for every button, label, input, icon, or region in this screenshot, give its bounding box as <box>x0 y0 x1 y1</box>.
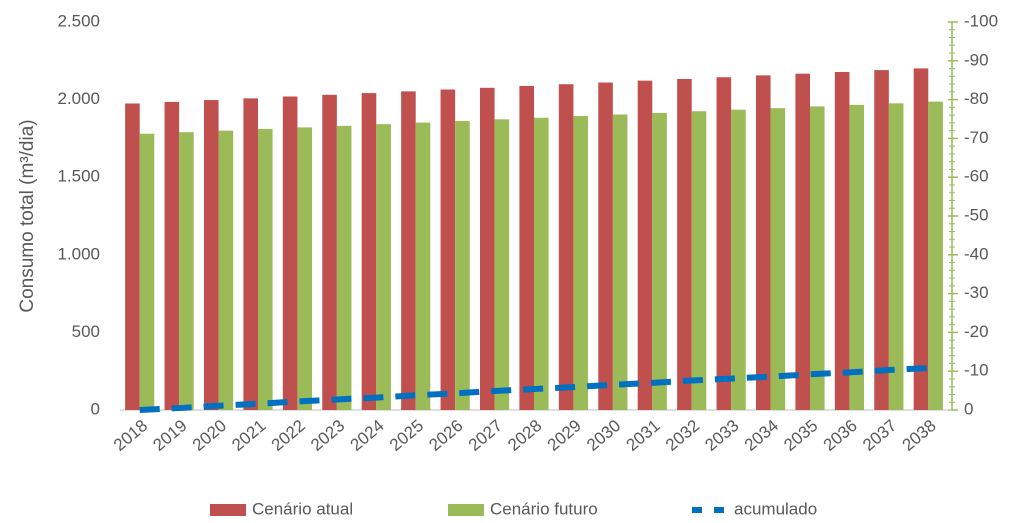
x-tick-label: 2038 <box>899 416 940 455</box>
y-tick-label: 2.500 <box>57 11 100 30</box>
x-tick-label: 2024 <box>347 416 388 455</box>
x-tick-label: 2028 <box>504 416 545 455</box>
bar <box>322 94 337 410</box>
bar <box>677 78 692 410</box>
bar <box>179 132 194 410</box>
x-tick-label: 2034 <box>741 416 782 455</box>
bar <box>164 101 180 410</box>
bar <box>125 103 140 410</box>
x-tick-label: 2035 <box>780 416 821 455</box>
x-tick-label: 2022 <box>268 416 309 455</box>
bar <box>243 98 258 410</box>
bar <box>795 73 810 410</box>
bar <box>336 125 352 410</box>
bar <box>716 77 732 411</box>
y2-tick-label: -70 <box>964 128 989 147</box>
y2-tick-label: 0 <box>964 399 973 418</box>
bar <box>415 122 431 410</box>
bar <box>218 130 234 410</box>
bar <box>874 70 889 410</box>
x-tick-label: 2018 <box>110 416 151 455</box>
bar <box>652 112 667 410</box>
y-axis-title: Consumo total (m³/dia) <box>17 119 38 312</box>
x-tick-label: 2033 <box>701 416 742 455</box>
y-tick-label: 500 <box>72 322 100 341</box>
legend-swatch <box>448 504 484 516</box>
bar <box>637 80 653 411</box>
y-tick-label: 2.000 <box>57 89 100 108</box>
bar <box>139 133 155 410</box>
bar <box>361 93 377 410</box>
y2-tick-label: -40 <box>964 244 989 263</box>
legend-swatch <box>210 504 246 516</box>
x-tick-label: 2030 <box>583 416 624 455</box>
bar <box>519 85 534 411</box>
x-tick-label: 2026 <box>425 416 466 455</box>
y2-tick-label: -30 <box>964 283 989 302</box>
bar <box>770 108 786 411</box>
y-tick-label: 1.500 <box>57 167 100 186</box>
bar <box>598 82 613 410</box>
bar <box>376 124 391 411</box>
y2-tick-label: -90 <box>964 50 989 69</box>
bar <box>731 109 746 411</box>
x-tick-label: 2020 <box>189 416 230 455</box>
bar <box>755 75 771 411</box>
bar <box>810 106 825 410</box>
legend-label: Cenário atual <box>252 499 353 518</box>
bar <box>612 114 628 410</box>
bar <box>534 117 549 411</box>
y2-tick-label: -10 <box>964 361 989 380</box>
x-tick-label: 2025 <box>386 416 427 455</box>
legend-label: Cenário futuro <box>490 499 598 518</box>
x-tick-label: 2029 <box>544 416 585 455</box>
bar <box>440 89 456 411</box>
y2-tick-label: -100 <box>964 11 998 30</box>
bar <box>282 96 298 410</box>
bar <box>494 119 510 411</box>
x-tick-label: 2036 <box>820 416 861 455</box>
bar <box>479 87 495 410</box>
legend-label: acumulado <box>734 499 817 518</box>
bar <box>297 127 313 410</box>
bar <box>258 128 273 410</box>
x-tick-label: 2027 <box>465 416 506 455</box>
line <box>139 365 929 413</box>
y-tick-label: 0 <box>91 399 100 418</box>
bar <box>888 103 904 410</box>
x-tick-label: 2032 <box>662 416 703 455</box>
bar <box>913 68 929 411</box>
y2-tick-label: -60 <box>964 167 989 186</box>
bar <box>849 104 865 410</box>
bar <box>558 84 574 410</box>
bar <box>401 91 416 411</box>
y2-tick-label: -80 <box>964 89 989 108</box>
y2-tick-label: -20 <box>964 322 989 341</box>
x-tick-label: 2021 <box>228 416 269 455</box>
y2-tick-label: -50 <box>964 205 989 224</box>
x-tick-label: 2031 <box>623 416 664 455</box>
bar <box>834 71 850 411</box>
x-tick-label: 2037 <box>859 416 900 455</box>
x-tick-label: 2019 <box>149 416 190 455</box>
bar <box>691 111 707 411</box>
x-tick-label: 2023 <box>307 416 348 455</box>
bar <box>203 100 219 410</box>
y-tick-label: 1.000 <box>57 244 100 263</box>
bar <box>928 101 943 410</box>
bar <box>455 121 470 410</box>
bar <box>573 116 589 410</box>
